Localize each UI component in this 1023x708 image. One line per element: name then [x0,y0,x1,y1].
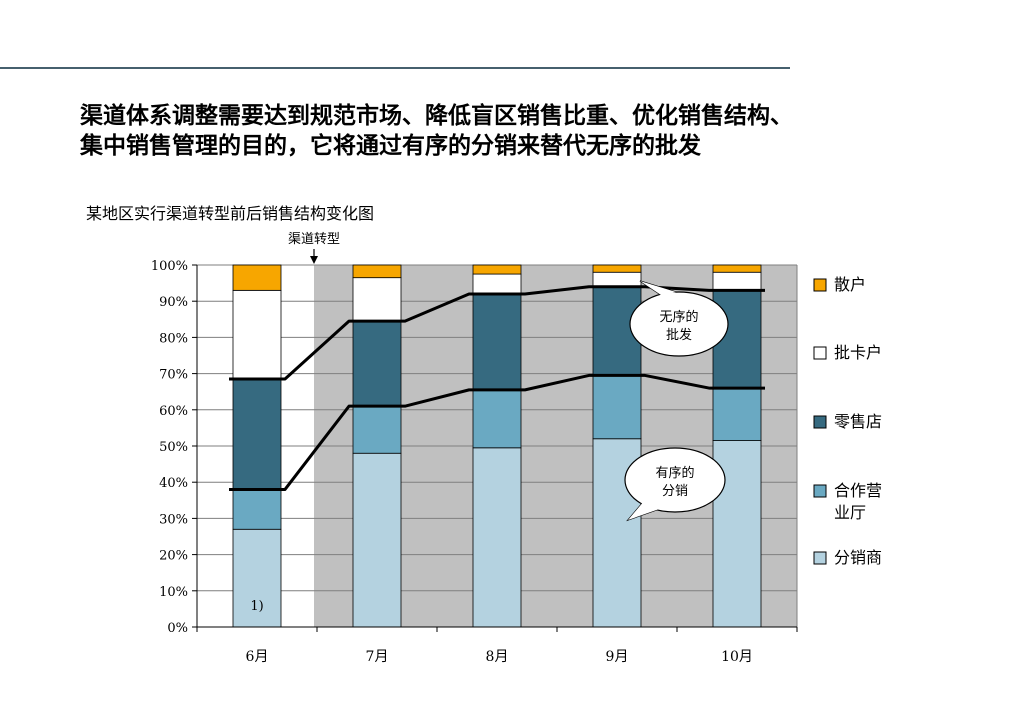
legend-swatch-2 [813,346,827,360]
transition-label: 渠道转型 [288,232,340,247]
callout-distribution-tail-fill [628,494,665,520]
legend-swatch-4 [813,484,827,498]
legend-swatch-3 [813,415,827,429]
legend-label-4-1: 合作营 [834,481,882,500]
bar-segment-0-2 [472,447,522,628]
y-tick-label: 70% [159,368,188,383]
bar-segment-1-3 [592,375,642,440]
x-tick-label: 8月 [486,649,509,665]
callout-wholesale-text-line-1: 无序的 [659,309,698,325]
y-tick-label: 40% [159,476,188,491]
x-tick-label: 6月 [246,649,269,665]
y-tick-label: 30% [159,512,188,527]
y-tick-label: 90% [159,295,188,310]
callout-wholesale-bubble [629,291,729,357]
bar-segment-4-2 [472,264,522,275]
bar-segment-3-3 [592,271,642,288]
callout-wholesale-tail-fill [640,281,676,297]
bar-segment-4-0 [232,264,282,291]
bar-segment-1-2 [472,389,522,449]
headline: 渠道体系调整需要达到规范市场、降低盲区销售比重、优化销售结构、 集中销售管理的目… [80,101,1010,161]
legend-swatch-5 [813,551,827,565]
bar-segment-1-0 [232,489,282,530]
x-tick-label: 7月 [366,649,389,665]
x-tick-label: 10月 [721,649,753,665]
trend-line-ordered-distribution [229,373,765,491]
top-rule [0,67,790,69]
bar-segment-2-0 [232,378,282,490]
x-tick-label: 9月 [606,649,629,665]
bar-segment-3-1 [352,277,402,322]
headline-line-2: 集中销售管理的目的，它将通过有序的分销来替代无序的批发 [80,133,701,159]
footnote-label: 1) [250,599,263,614]
headline-line-1: 渠道体系调整需要达到规范市场、降低盲区销售比重、优化销售结构、 [80,103,793,129]
bar-segment-4-1 [352,264,402,279]
y-tick-label: 60% [159,404,188,419]
bar-segment-3-0 [232,289,282,380]
bar-segment-4-4 [712,264,762,273]
bar-segment-4-3 [592,264,642,273]
y-tick-label: 100% [151,259,188,274]
bar-segment-0-1 [352,452,402,628]
bar-segment-1-1 [352,405,402,454]
legend-label-2: 批卡户 [834,343,882,362]
legend-label-5: 分销商 [834,548,882,567]
y-tick-label: 10% [159,585,188,600]
callout-distribution-text-line-1: 有序的 [655,465,694,481]
chart-title: 某地区实行渠道转型前后销售结构变化图 [86,204,375,223]
y-tick-label: 0% [167,621,188,636]
legend-swatch-1 [813,278,827,292]
callout-wholesale-text-line-2: 批发 [666,327,692,343]
trend-line-disordered-wholesale [229,285,765,381]
bar-segment-1-4 [712,387,762,441]
transition-arrow-head [310,256,318,264]
bar-segment-3-4 [712,271,762,291]
legend-label-3: 零售店 [834,412,882,431]
y-tick-label: 20% [159,549,188,564]
bar-segment-3-2 [472,273,522,295]
bar-segment-2-2 [472,293,522,391]
bar-segment-2-1 [352,320,402,407]
callout-distribution-text-line-2: 分销 [662,484,688,499]
y-tick-label: 50% [159,440,188,455]
legend-label-4-2: 业厅 [834,503,866,522]
legend-label-1: 散户 [834,275,866,294]
y-tick-label: 80% [159,331,188,346]
